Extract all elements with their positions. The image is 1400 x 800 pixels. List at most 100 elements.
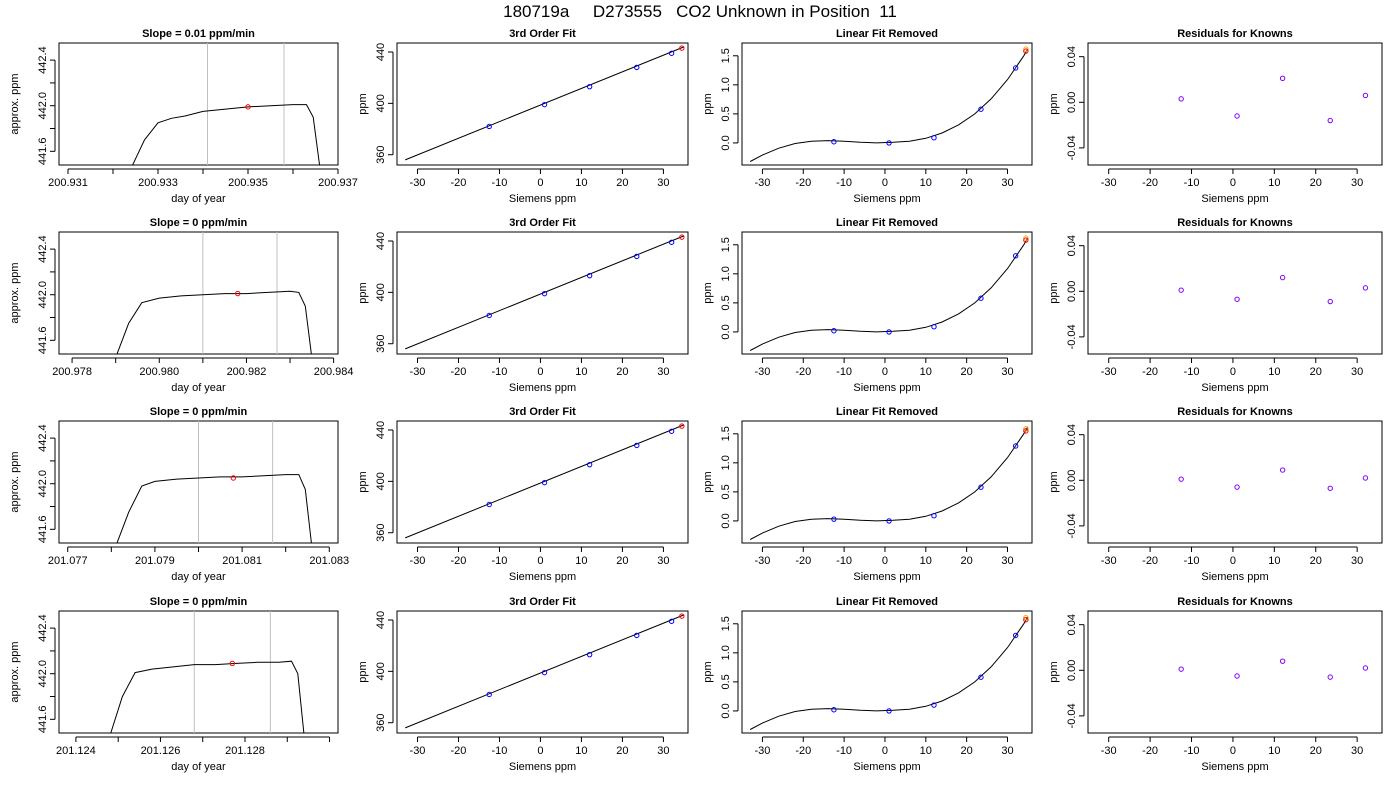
panel-title: Linear Fit Removed — [836, 406, 938, 418]
y-axis-label: ppm — [702, 661, 714, 682]
residual-point — [1327, 485, 1333, 491]
x-axis-label: day of year — [171, 193, 226, 205]
known-point — [586, 461, 593, 468]
x-tick-label: -30 — [410, 366, 426, 378]
known-point — [541, 101, 548, 108]
residual-point — [1178, 287, 1184, 293]
fit-line — [405, 46, 685, 161]
y-tick-label: 0.04 — [1066, 424, 1078, 445]
residual-point — [1279, 274, 1286, 281]
known-point — [931, 134, 937, 141]
panel-linear_removed-4: Linear Fit Removed -30 -20 -10 0 10 20 30 Siemen… — [702, 596, 1033, 773]
residual-point — [1327, 298, 1333, 305]
y-tick-label: 1.5 — [720, 48, 732, 63]
panel-title: Linear Fit Removed — [836, 28, 938, 40]
x-axis-label: Siemens ppm — [853, 761, 920, 773]
y-tick-label: 442.4 — [37, 235, 49, 263]
panel-title: 3rd Order Fit — [509, 406, 576, 418]
y-axis-label: approx. ppm — [9, 73, 21, 134]
known-point — [831, 139, 837, 145]
y-tick-label: 1.5 — [720, 616, 732, 631]
y-tick-label: -0.04 — [1066, 135, 1078, 160]
x-tick-label: 20 — [961, 745, 973, 757]
x-tick-label: 201.128 — [225, 745, 265, 757]
x-tick-label: 20 — [961, 366, 973, 378]
known-point — [1012, 443, 1019, 449]
x-tick-label: 10 — [920, 177, 932, 189]
y-tick-label: 1.5 — [720, 426, 732, 441]
panel-title: Slope = 0 ppm/min — [150, 596, 248, 608]
residual-point — [1234, 673, 1240, 679]
known-point — [634, 632, 640, 639]
y-tick-label: 442.4 — [37, 46, 49, 74]
y-tick-label: 442.0 — [37, 660, 49, 688]
x-tick-label: 0 — [1230, 366, 1236, 378]
plot-frame — [1087, 42, 1383, 166]
y-tick-label: -0.04 — [1066, 324, 1078, 349]
x-tick-label: 20 — [616, 555, 628, 567]
y-tick-label: 0.00 — [1066, 470, 1078, 491]
plot-frame — [58, 610, 339, 734]
x-tick-label: 30 — [657, 366, 669, 378]
y-tick-label: 440 — [375, 421, 387, 439]
x-axis-label: Siemens ppm — [1201, 761, 1268, 773]
y-tick-label: -0.04 — [1066, 703, 1078, 728]
x-axis-label: Siemens ppm — [509, 761, 576, 773]
x-axis-label: Siemens ppm — [1201, 382, 1268, 394]
panel-title: Slope = 0 ppm/min — [150, 406, 248, 418]
x-tick-label: 201.081 — [222, 555, 262, 567]
known-point — [586, 272, 593, 279]
x-tick-label: -20 — [1142, 745, 1158, 757]
plot-frame — [1087, 420, 1383, 544]
known-point — [831, 516, 837, 522]
residual-point — [1178, 666, 1184, 672]
x-tick-label: 200.937 — [318, 177, 358, 189]
x-tick-label: 0 — [1230, 555, 1236, 567]
x-tick-label: 30 — [1001, 177, 1013, 189]
panel-residuals-1: Residuals for Knowns -30 -20 -10 0 10 20 30 Siem… — [1048, 28, 1383, 205]
y-tick-label: 0.0 — [720, 513, 732, 528]
residual-point — [1362, 665, 1369, 671]
y-axis-label: ppm — [702, 93, 714, 114]
y-tick-label: 1.5 — [720, 237, 732, 252]
y-tick-label: 0.00 — [1066, 92, 1078, 113]
x-tick-label: 10 — [920, 555, 932, 567]
x-tick-label: -20 — [1142, 366, 1158, 378]
y-tick-label: 0.04 — [1066, 46, 1078, 67]
unknown-range-point — [1023, 46, 1029, 52]
x-tick-label: 10 — [575, 555, 587, 567]
concentration-trace — [116, 474, 312, 543]
unknown-range-point — [1023, 235, 1029, 241]
plot-frame — [741, 420, 1033, 544]
panel-title: 3rd Order Fit — [509, 217, 576, 229]
unknown-range-point — [1023, 615, 1029, 621]
plot-frame — [396, 420, 689, 544]
plot-data — [1178, 658, 1369, 680]
x-tick-label: 10 — [1268, 745, 1280, 757]
residual-point — [1279, 75, 1286, 82]
panel-title: Linear Fit Removed — [836, 217, 938, 229]
y-tick-label: 0.5 — [720, 484, 732, 499]
x-tick-label: 20 — [616, 177, 628, 189]
x-tick-label: 10 — [575, 177, 587, 189]
x-tick-label: 0 — [1230, 745, 1236, 757]
x-tick-label: -30 — [1101, 366, 1117, 378]
x-tick-label: 200.933 — [138, 177, 178, 189]
panel-title: Slope = 0 ppm/min — [150, 217, 248, 229]
plot-data — [1178, 274, 1369, 305]
x-tick-label: 30 — [1001, 745, 1013, 757]
x-tick-label: 10 — [920, 366, 932, 378]
plot-frame — [58, 42, 339, 166]
panel-linear_removed-2: Linear Fit Removed -30 -20 -10 0 10 20 30 Siemen… — [702, 217, 1033, 394]
x-tick-label: 30 — [1001, 366, 1013, 378]
y-axis-label: ppm — [357, 282, 369, 303]
panel-timeseries-2: Slope = 0 ppm/min 200.978 200.980 200.982 20… — [9, 217, 354, 394]
x-tick-label: -20 — [451, 555, 467, 567]
unknown-point — [679, 45, 685, 51]
y-tick-label: 360 — [375, 524, 387, 542]
known-point — [668, 618, 675, 624]
x-tick-label: 10 — [920, 745, 932, 757]
y-tick-label: 0.00 — [1066, 281, 1078, 302]
plot-data — [405, 234, 685, 350]
